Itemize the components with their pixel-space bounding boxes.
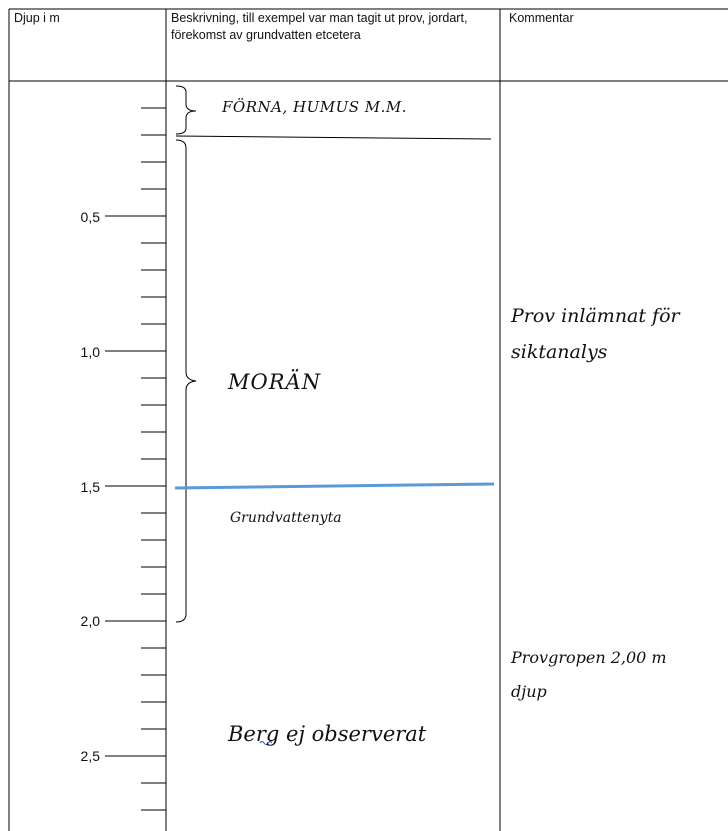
spellcheck-squiggle xyxy=(259,741,273,745)
comment-pit-line-2: djup xyxy=(511,682,547,701)
header-depth: Djup i m xyxy=(14,11,60,25)
forna-boundary-line xyxy=(175,135,492,140)
comment-pit-line-1: Provgropen 2,00 m xyxy=(511,648,667,667)
moran-label: MORÄN xyxy=(228,370,322,394)
comment-sample-line-1: Prov inlämnat för xyxy=(511,305,680,327)
groundwater-line xyxy=(174,482,495,490)
groundwater-label: Grundvattenyta xyxy=(230,510,342,526)
forna-label: FÖRNA, HUMUS M.M. xyxy=(222,98,408,116)
header-comment: Kommentar xyxy=(509,11,574,25)
header-description: Beskrivning, till exempel var man tagit … xyxy=(171,11,468,42)
tick-label-2-5: 2,5 xyxy=(80,748,100,764)
depth-scale-ticks xyxy=(105,81,167,831)
bedrock-label: Berg ej observerat xyxy=(228,722,427,746)
tick-label-1-5: 1,5 xyxy=(80,479,100,495)
moran-brace xyxy=(175,139,197,623)
tick-label-2-0: 2,0 xyxy=(80,613,100,629)
tick-label-1-0: 1,0 xyxy=(80,344,100,360)
tick-label-0-5: 0,5 xyxy=(80,209,100,225)
forna-brace xyxy=(175,85,197,135)
comment-sample-line-2: siktanalys xyxy=(511,341,608,363)
